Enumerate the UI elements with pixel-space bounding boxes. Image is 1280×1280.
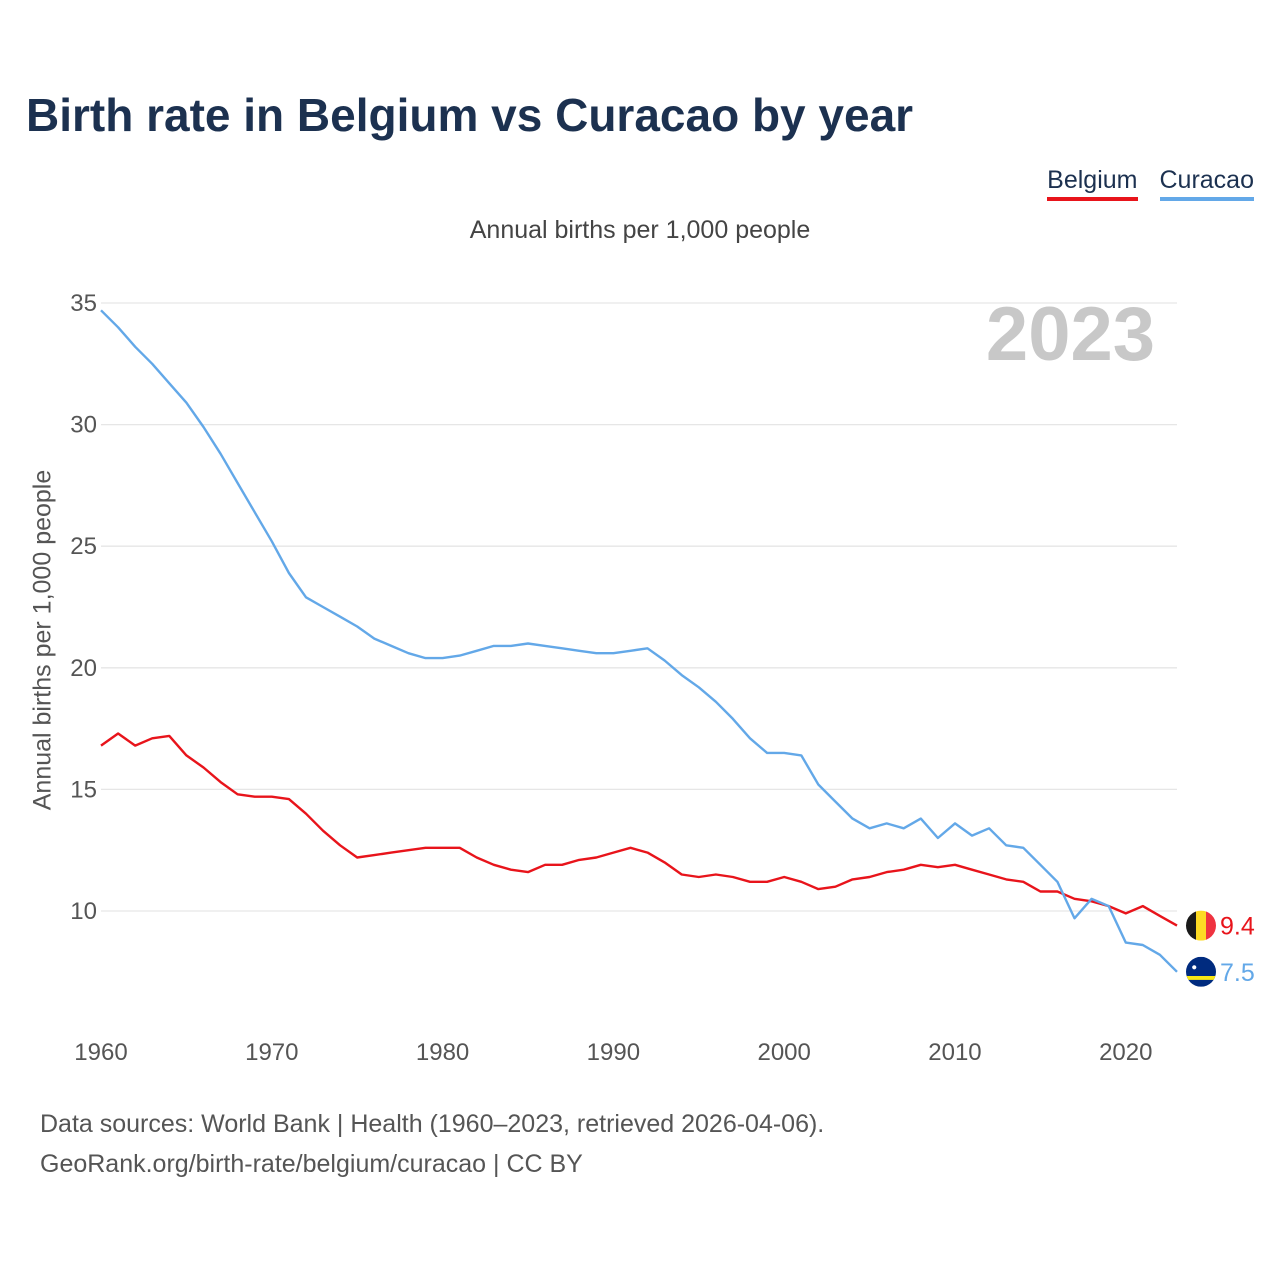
flag-fields [1186, 956, 1216, 987]
x-tick-label: 1990 [587, 1039, 640, 1066]
source-line-2[interactable]: GeoRank.org/birth-rate/belgium/curacao |… [40, 1150, 583, 1178]
flag-stripe-yellow [1186, 976, 1216, 980]
flag-stripe-black [1186, 910, 1196, 941]
axis-tick-labels: 10 15 20 25 30 35 1960 1970 1980 1990 2000 2010 2020 [70, 290, 1152, 1066]
end-value-belgium: 9.4 [1220, 913, 1255, 941]
flag-stripe-yellow [1196, 910, 1206, 941]
flag-stripe-red [1206, 910, 1216, 941]
x-tick-label: 1960 [74, 1039, 127, 1066]
y-tick-label: 10 [70, 898, 97, 925]
y-tick-label: 30 [70, 412, 97, 439]
end-value-curacao: 7.5 [1220, 959, 1255, 987]
legend-item-belgium[interactable]: Belgium [1047, 166, 1138, 201]
y-tick-label: 25 [70, 533, 97, 560]
chart-title: Birth rate in Belgium vs Curacao by year [26, 89, 914, 141]
source-note: Data sources: World Bank | Health (1960–… [40, 1104, 824, 1184]
y-tick-label: 35 [70, 290, 97, 317]
flag-belgium-icon [1186, 910, 1216, 941]
x-tick-label: 2020 [1099, 1039, 1152, 1066]
flag-curacao-icon [1186, 956, 1216, 987]
source-line-1: Data sources: World Bank | Health (1960–… [40, 1110, 825, 1138]
x-tick-label: 1970 [245, 1039, 298, 1066]
grid-lines [101, 302, 1177, 912]
y-tick-label: 15 [70, 776, 97, 803]
flag-star [1192, 965, 1197, 970]
x-tick-label: 2010 [928, 1039, 981, 1066]
series-line-curacao[interactable] [100, 309, 1178, 973]
flag-stripes [1186, 910, 1216, 941]
flag-field-blue [1186, 956, 1216, 987]
x-tick-label: 2000 [757, 1039, 810, 1066]
chart-subtitle: Annual births per 1,000 people [469, 216, 811, 244]
year-watermark: 2023 [986, 292, 1155, 377]
x-tick-label: 1980 [416, 1039, 469, 1066]
series-line-belgium[interactable] [100, 732, 1178, 927]
legend-item-curacao[interactable]: Curacao [1159, 166, 1254, 201]
legend: Belgium Curacao [1047, 166, 1254, 201]
y-tick-label: 20 [70, 655, 97, 682]
